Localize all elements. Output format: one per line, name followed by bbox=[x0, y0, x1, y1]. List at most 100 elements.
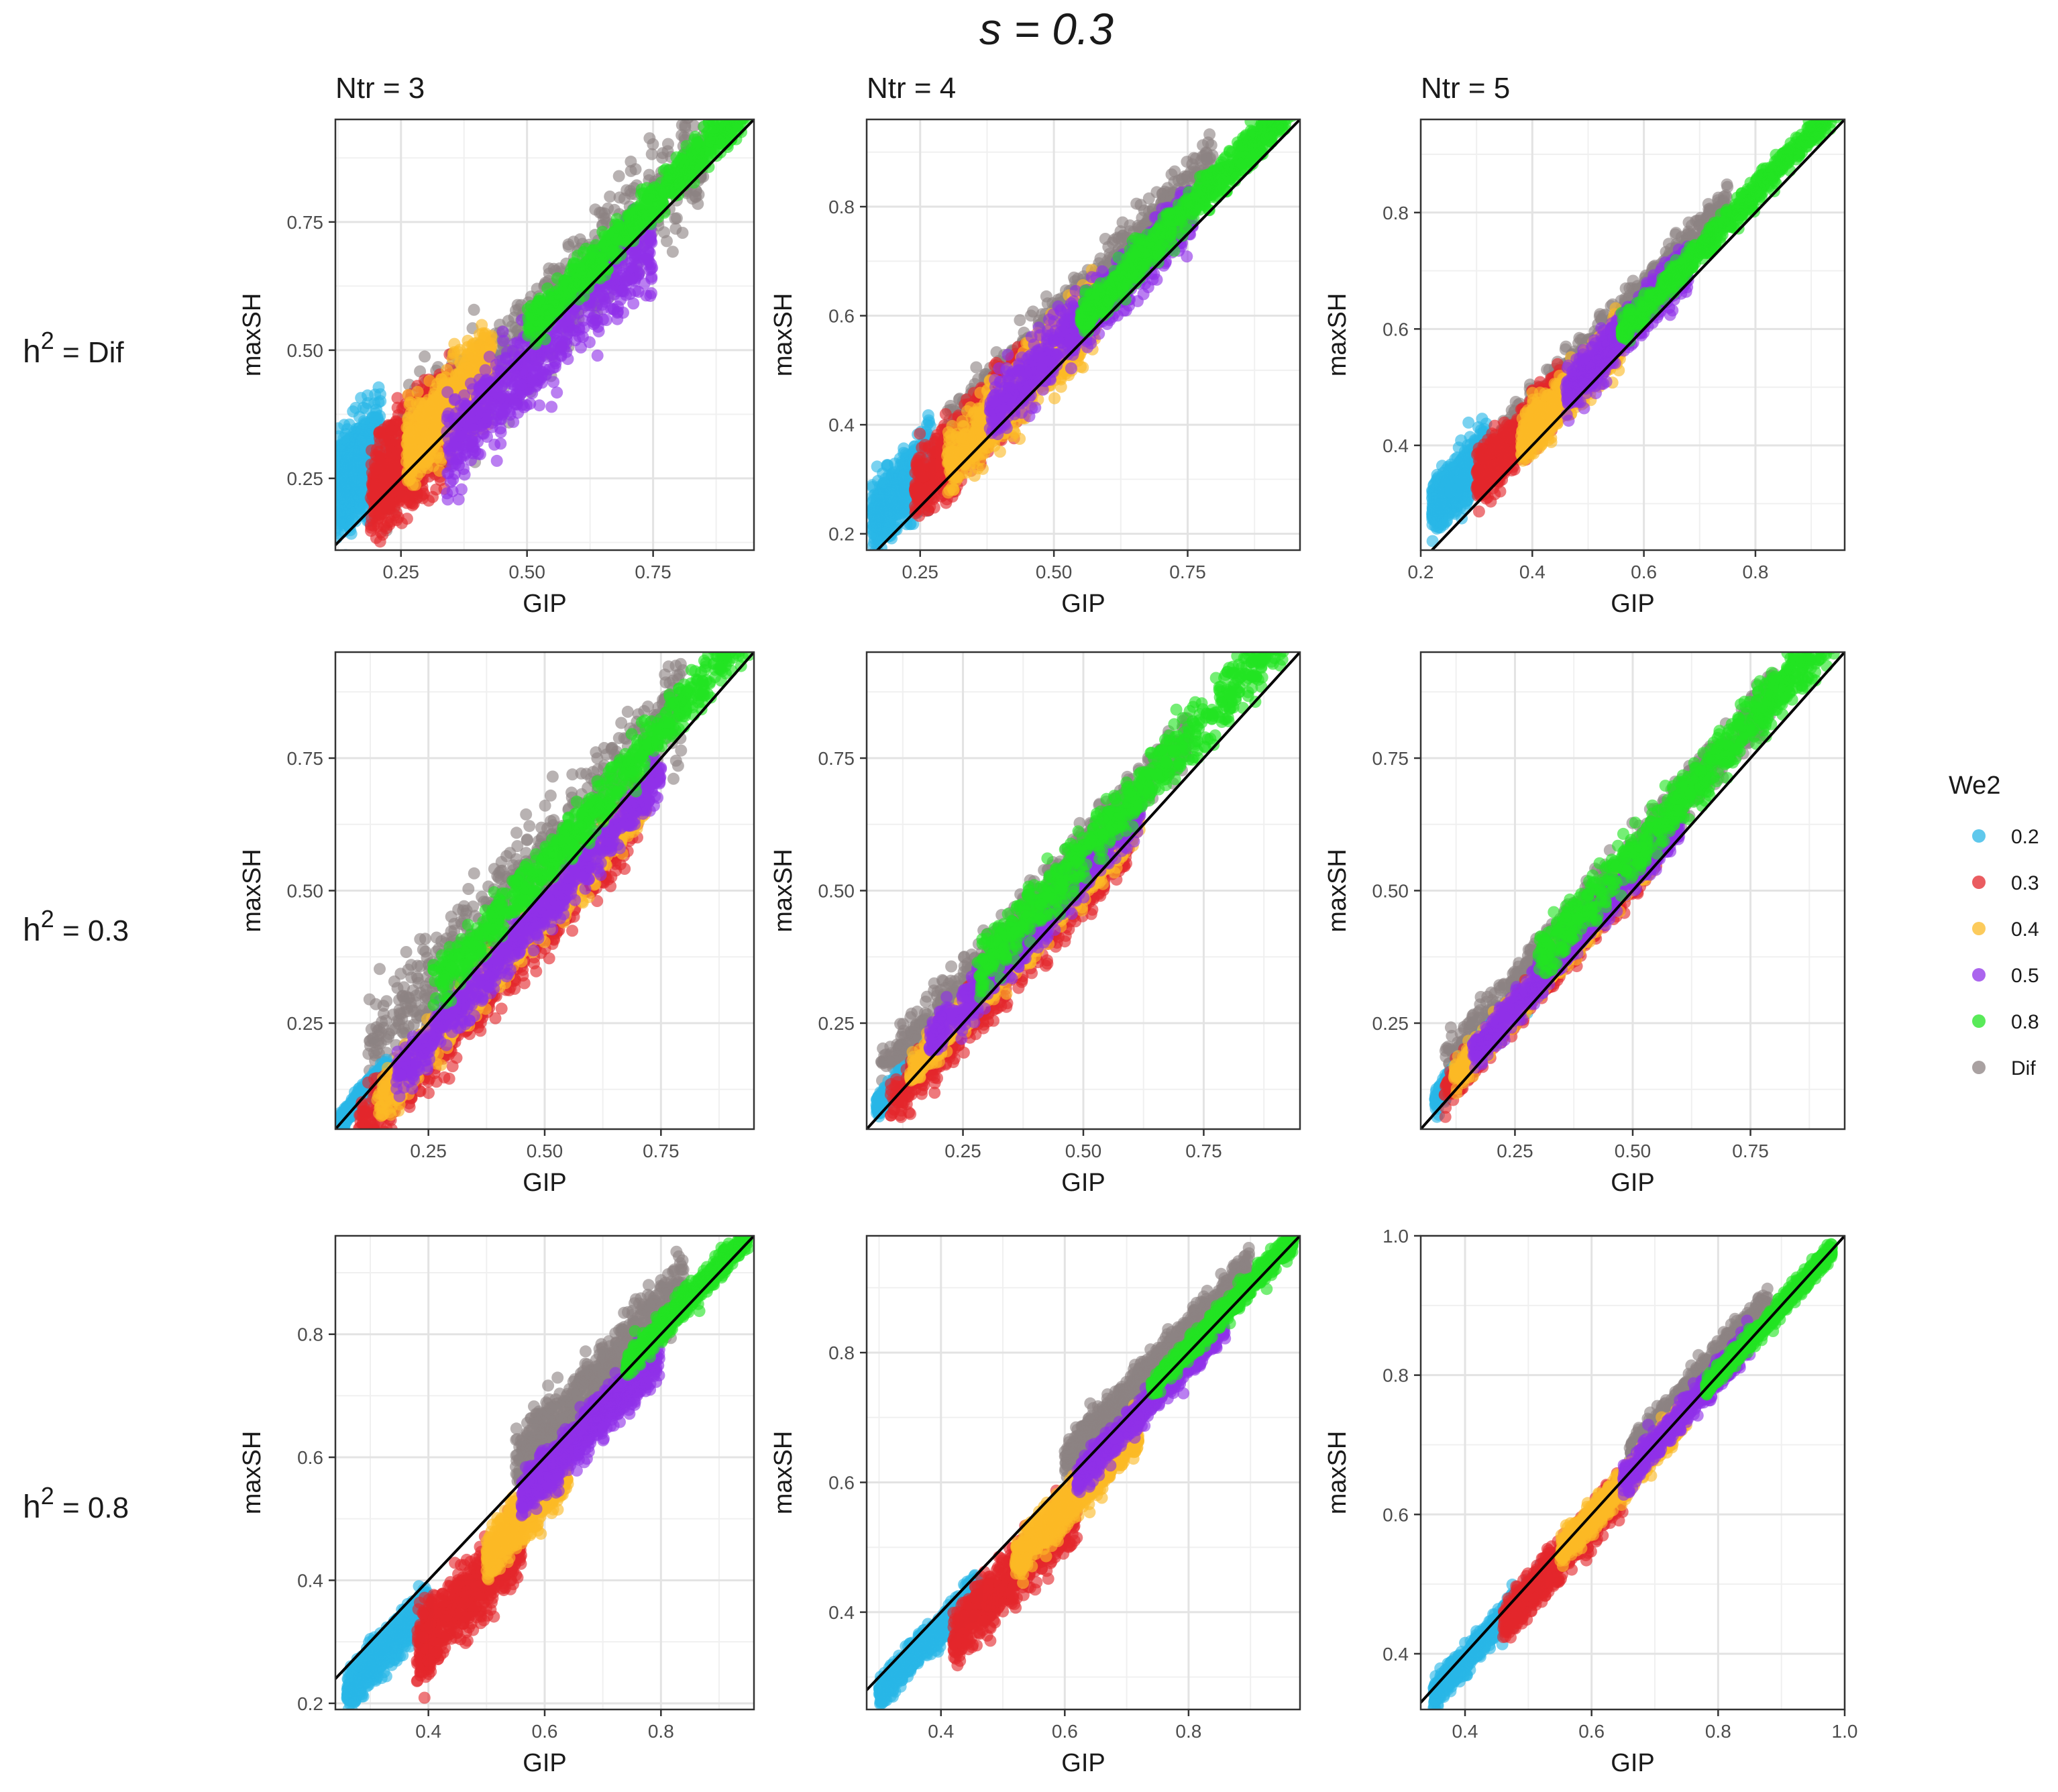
data-point bbox=[496, 325, 509, 338]
data-point bbox=[423, 494, 435, 507]
data-point bbox=[337, 488, 349, 501]
data-point bbox=[421, 405, 434, 417]
data-point bbox=[441, 364, 453, 376]
data-point bbox=[507, 415, 520, 428]
data-point bbox=[384, 458, 396, 471]
data-point bbox=[411, 386, 424, 399]
data-point bbox=[335, 471, 342, 484]
scatter-points bbox=[335, 119, 754, 550]
data-point bbox=[455, 430, 468, 443]
data-point bbox=[370, 443, 383, 456]
data-point bbox=[1200, 152, 1213, 165]
data-point bbox=[669, 212, 682, 225]
data-point bbox=[578, 290, 590, 303]
data-point bbox=[447, 473, 459, 486]
data-point bbox=[467, 447, 479, 460]
data-point bbox=[645, 148, 658, 160]
data-point bbox=[374, 388, 386, 401]
data-point bbox=[547, 295, 560, 308]
data-point bbox=[675, 119, 688, 131]
data-point bbox=[1138, 204, 1150, 217]
data-point bbox=[447, 348, 459, 360]
data-point bbox=[468, 364, 480, 376]
data-point bbox=[468, 337, 480, 350]
data-point bbox=[404, 407, 417, 419]
data-point bbox=[419, 350, 431, 363]
data-point bbox=[496, 409, 509, 421]
data-point bbox=[446, 460, 459, 472]
data-point bbox=[642, 245, 655, 258]
data-point bbox=[577, 314, 590, 327]
data-point bbox=[409, 478, 422, 491]
data-point bbox=[532, 305, 545, 317]
data-point bbox=[1165, 168, 1178, 180]
data-point bbox=[667, 167, 680, 180]
identity-line bbox=[335, 119, 754, 547]
data-point bbox=[378, 433, 391, 446]
data-point bbox=[529, 337, 542, 350]
data-point bbox=[547, 376, 560, 388]
data-point bbox=[355, 392, 368, 405]
data-point bbox=[688, 119, 700, 132]
data-point bbox=[441, 413, 453, 426]
x-tick-label: 0.25 bbox=[382, 562, 419, 582]
data-point bbox=[412, 416, 425, 429]
data-point bbox=[1189, 152, 1202, 165]
data-point bbox=[622, 262, 635, 275]
data-point bbox=[658, 207, 671, 219]
data-point bbox=[626, 272, 639, 285]
data-point bbox=[506, 345, 519, 357]
data-point bbox=[490, 387, 502, 400]
data-point bbox=[612, 170, 625, 182]
data-point bbox=[712, 138, 724, 150]
data-point bbox=[353, 411, 366, 423]
data-point bbox=[391, 392, 404, 405]
data-point bbox=[390, 475, 402, 488]
data-point bbox=[481, 431, 493, 443]
data-point bbox=[337, 431, 350, 444]
data-point bbox=[666, 246, 679, 258]
data-point bbox=[635, 197, 647, 210]
data-point bbox=[596, 299, 608, 311]
y-axis-title: maxSH bbox=[238, 293, 266, 377]
data-point bbox=[970, 361, 983, 374]
data-point bbox=[611, 313, 624, 325]
data-point bbox=[397, 490, 410, 503]
data-point bbox=[441, 493, 454, 506]
data-point bbox=[584, 299, 596, 311]
data-point bbox=[530, 352, 543, 365]
data-point bbox=[345, 466, 358, 478]
data-point bbox=[514, 337, 527, 350]
data-point bbox=[476, 319, 488, 331]
data-point bbox=[1130, 197, 1143, 210]
data-point bbox=[655, 193, 667, 206]
data-point bbox=[469, 432, 482, 445]
data-point bbox=[343, 418, 356, 431]
data-point bbox=[458, 389, 470, 402]
data-point bbox=[390, 514, 403, 527]
data-point bbox=[485, 329, 498, 342]
data-point bbox=[1114, 225, 1127, 238]
data-point bbox=[502, 315, 514, 327]
data-point bbox=[559, 274, 572, 287]
data-point bbox=[458, 468, 471, 481]
data-point bbox=[494, 355, 506, 367]
data-point bbox=[583, 336, 596, 349]
data-point bbox=[596, 240, 609, 253]
data-point bbox=[629, 284, 642, 297]
y-tick-label: 0.75 bbox=[287, 212, 324, 233]
data-point bbox=[580, 242, 592, 255]
data-point bbox=[596, 225, 609, 238]
data-point bbox=[404, 429, 417, 441]
x-tick-label: 0.75 bbox=[635, 562, 671, 582]
data-point bbox=[1179, 170, 1191, 182]
data-point bbox=[360, 424, 372, 436]
data-point bbox=[494, 422, 506, 435]
data-point bbox=[368, 397, 381, 410]
data-point bbox=[1014, 314, 1026, 327]
data-point bbox=[511, 299, 524, 311]
data-point bbox=[545, 401, 558, 413]
data-point bbox=[990, 346, 1003, 358]
